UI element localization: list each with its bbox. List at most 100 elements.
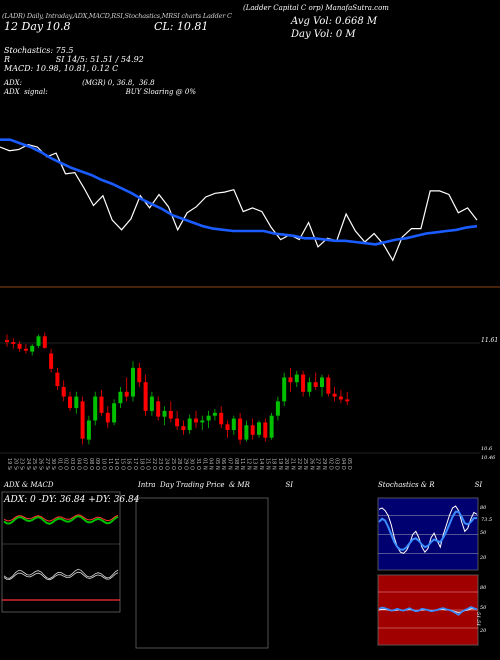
candle-body <box>200 420 205 423</box>
rsi-readout: R SI 14/5: 51.51 / 54.92 <box>4 55 144 64</box>
date-tick: 14 Oct <box>113 458 119 470</box>
candle-body <box>345 399 350 402</box>
candle-body <box>149 396 154 411</box>
price-label-low: 10.46 <box>481 455 496 461</box>
date-tick: 23 Sep <box>19 458 25 470</box>
date-tick: 19 Nov <box>277 458 283 470</box>
adx-readout: ADX: (MGR) 0, 36.8, 36.8 <box>4 79 155 87</box>
date-tick: 02 Oct <box>63 458 69 470</box>
stoch-panel <box>377 497 479 571</box>
candle-body <box>105 412 110 423</box>
date-tick: 26 Nov <box>308 458 314 470</box>
day-label: 12 Day <box>4 20 44 33</box>
candle-body <box>42 336 47 348</box>
date-tick: 08 Oct <box>88 458 94 470</box>
candle-body <box>263 422 268 438</box>
candle-body <box>74 396 79 409</box>
date-tick: 08 Nov <box>233 458 239 470</box>
candle-body <box>269 415 274 438</box>
date-tick: 05 Nov <box>214 458 220 470</box>
date-tick: 25 Oct <box>170 458 176 470</box>
date-tick: 05 Dec <box>346 458 352 470</box>
candle-body <box>17 343 22 349</box>
candle-body <box>118 391 123 404</box>
candle-body <box>187 418 192 431</box>
rsi-tick-20: 20 <box>480 628 487 634</box>
candle-body <box>257 422 261 435</box>
chart-tabs: (LADR) Daily, Intraday,ADX,MACD,RSI,Stoc… <box>2 12 232 20</box>
date-tick: 23 Oct <box>157 458 163 470</box>
date-tick: 27 Nov <box>315 458 321 470</box>
candle-body <box>225 424 230 431</box>
stoch-tick-80: 80 <box>480 505 487 511</box>
date-tick: 09 Oct <box>94 458 100 470</box>
avg-vol: Avg Vol: 0.668 M <box>291 16 378 27</box>
candle-body <box>137 367 142 383</box>
candle-body <box>61 387 66 397</box>
date-tick: 29 Oct <box>182 458 188 470</box>
stoch-k-line <box>378 505 478 554</box>
rsi-line <box>378 606 478 616</box>
close-short: 10.8 <box>46 20 71 33</box>
candle-body <box>338 396 343 400</box>
minus-di-line <box>3 514 119 522</box>
candle-body <box>244 425 249 440</box>
candle-body <box>250 425 255 435</box>
stoch-d-line <box>378 510 477 551</box>
candle-body <box>301 374 306 392</box>
macd-readout: MACD: 10.98, 10.81, 0.12 C <box>4 64 119 73</box>
date-tick: 15 Nov <box>264 458 270 470</box>
candle-body <box>131 367 135 397</box>
day-vol: Day Vol: 0 M <box>291 29 356 40</box>
date-tick: 20 Sep <box>12 458 18 470</box>
candle-body <box>288 377 293 383</box>
candle-body <box>30 345 35 352</box>
candle-body <box>49 353 54 369</box>
date-tick: 15 Oct <box>119 458 125 470</box>
date-tick: 04 Oct <box>75 458 81 470</box>
date-tick: 04 Dec <box>340 458 346 470</box>
stochastics-readout: Stochastics: 75.5 <box>4 46 74 55</box>
date-tick: 14 Nov <box>258 458 264 470</box>
date-tick: 10 Oct <box>101 458 107 470</box>
price-label-top: 11.61 <box>481 337 499 344</box>
cl-label: CL: 10.81 <box>154 20 209 33</box>
date-tick: 03 Oct <box>69 458 75 470</box>
date-tick: 02 Dec <box>327 458 333 470</box>
date-tick: 12 Nov <box>245 458 251 470</box>
date-tick: 19 Sep <box>6 458 12 470</box>
date-tick: 30 Sep <box>50 458 56 470</box>
candle-body <box>11 342 16 344</box>
date-tick: 22 Nov <box>296 458 302 470</box>
candle-body <box>80 401 85 439</box>
macd-line <box>3 568 119 580</box>
date-tick: 21 Oct <box>145 458 151 470</box>
date-tick: 11 Oct <box>107 458 113 470</box>
candle-body <box>275 401 280 416</box>
date-tick: 18 Oct <box>138 458 144 470</box>
candle-body <box>294 374 299 383</box>
candle-body <box>86 420 91 440</box>
stoch-tick-50: 50 <box>480 530 487 536</box>
adx-panel-title: ADX & MACD <box>4 481 54 489</box>
adx-values: ADX: 0 -DY: 36.84 +DY: 36.84 <box>4 495 140 505</box>
candle-body <box>55 372 60 387</box>
date-tick: 27 Sep <box>44 458 50 470</box>
candle-body <box>5 340 9 343</box>
candle-body <box>36 336 41 346</box>
stoch-tick-20: 20 <box>480 555 487 561</box>
rsi-tick-80: 80 <box>480 585 487 591</box>
candle-body <box>68 396 72 409</box>
candle-body <box>168 410 173 419</box>
price-label-mid: 10.6 <box>481 446 493 452</box>
date-tick: 07 Oct <box>82 458 88 470</box>
close-price-line <box>0 143 478 262</box>
candle-body <box>219 412 224 425</box>
candle-body <box>156 401 161 417</box>
candle-body <box>112 403 117 423</box>
candle-body <box>231 418 236 431</box>
date-tick: 01 Nov <box>201 458 207 470</box>
date-tick: 01 Oct <box>56 458 62 470</box>
candle-body <box>162 410 167 417</box>
